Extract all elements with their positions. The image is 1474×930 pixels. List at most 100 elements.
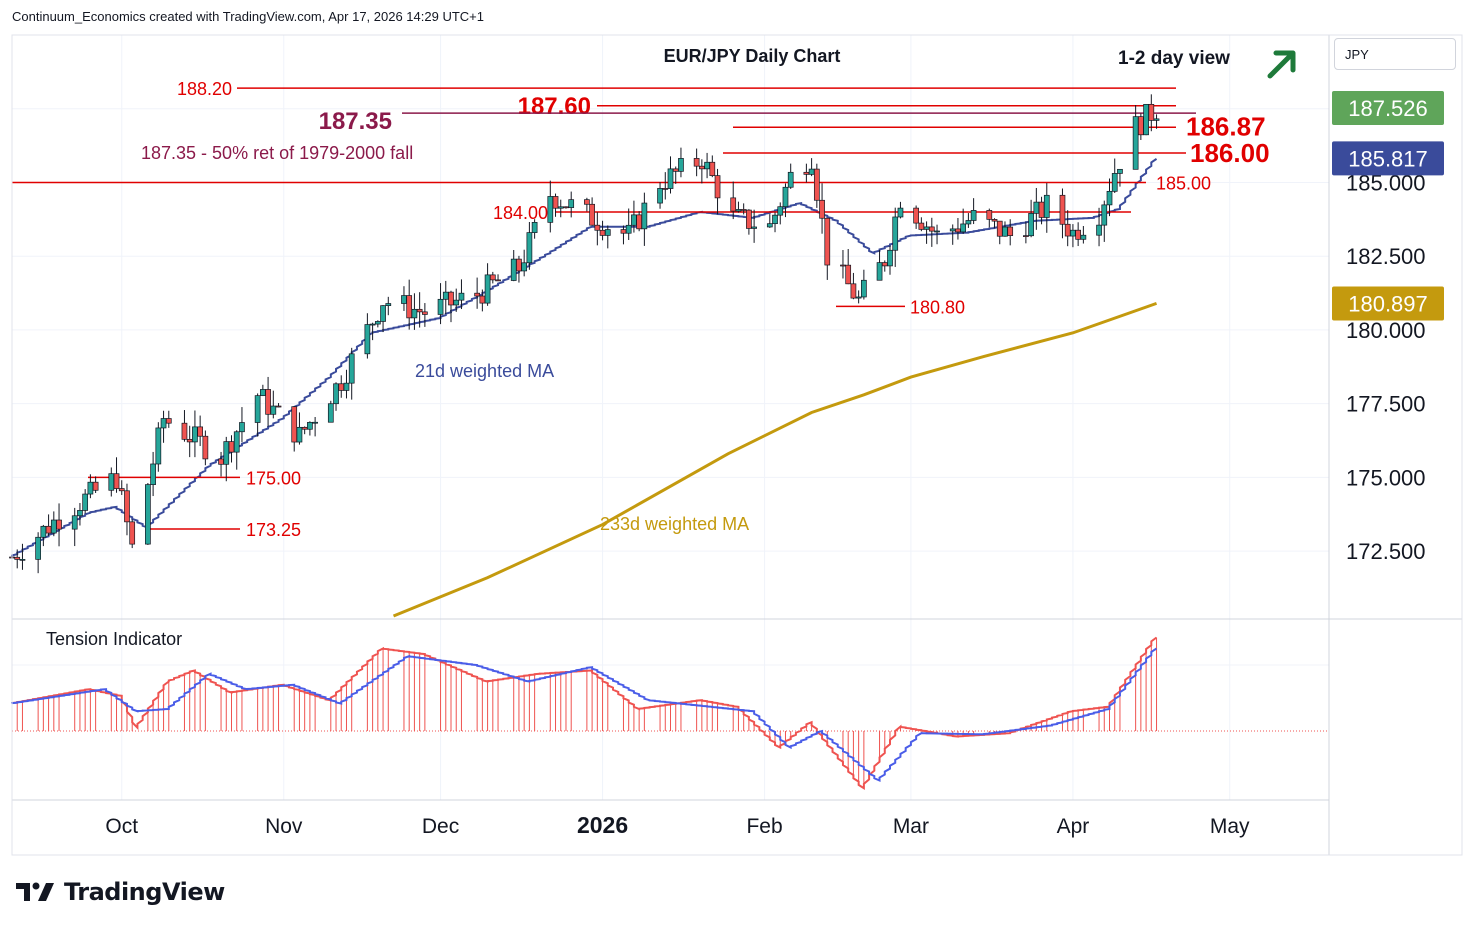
x-tick-label: Feb	[746, 815, 782, 838]
candle-down	[824, 217, 831, 266]
view-note: 1-2 day view	[1118, 48, 1230, 69]
candle-down	[746, 209, 752, 229]
candle-down	[714, 175, 721, 199]
annotations: Tension Indicator EUR/JPY Daily Chart 1-2 …	[46, 46, 1296, 649]
currency-selector[interactable]: JPY	[1334, 38, 1456, 70]
candle-up	[547, 196, 554, 223]
candle-up	[1143, 103, 1149, 136]
candle-up	[442, 291, 449, 300]
candle-up	[1132, 116, 1139, 170]
candle-down	[1138, 116, 1144, 136]
candle-up	[233, 431, 240, 453]
candle-up	[949, 228, 956, 232]
level-label-186-00: 186.00	[1190, 138, 1270, 168]
candle-down	[662, 188, 669, 190]
candle-up	[307, 422, 313, 430]
candle-down	[406, 295, 413, 319]
price-badge-label: 187.526	[1348, 96, 1428, 121]
candle-up	[1002, 226, 1008, 237]
candle-down	[594, 224, 601, 231]
candle-down	[850, 283, 857, 299]
tradingview-logo-icon	[14, 880, 58, 904]
candle-down	[14, 556, 21, 560]
candle-up	[657, 188, 663, 204]
candle-down	[672, 168, 679, 172]
candle-down	[118, 488, 125, 492]
candle-up	[625, 224, 632, 234]
candle-up	[631, 214, 637, 226]
candle-up	[557, 206, 564, 209]
y-tick-label: 180.000	[1346, 318, 1426, 343]
candle-down	[881, 262, 888, 267]
candle-down	[165, 418, 172, 424]
candle-up	[887, 249, 893, 267]
candle-up	[484, 274, 491, 304]
candle-down	[228, 441, 235, 453]
candle-up	[787, 171, 794, 188]
candle-up	[772, 214, 778, 225]
candle-down	[422, 311, 428, 315]
candle-down	[599, 229, 606, 236]
candle-down	[589, 203, 595, 226]
candle-up	[855, 296, 862, 299]
candle-down	[840, 264, 846, 267]
x-tick-label: Apr	[1057, 815, 1090, 838]
candle-up	[453, 299, 460, 306]
y-tick-label: 175.000	[1346, 465, 1426, 490]
price-badge	[1332, 286, 1444, 321]
candle-down	[918, 222, 925, 230]
level-label-175-00: 175.00	[246, 468, 301, 488]
candle-down	[709, 161, 716, 176]
candle-up	[458, 292, 465, 301]
candle-up	[667, 168, 674, 189]
level-label-187-35: 187.35	[319, 108, 392, 135]
candle-up	[521, 262, 528, 272]
candle-up	[704, 161, 710, 170]
candles	[9, 94, 1160, 574]
candle-up	[1080, 234, 1087, 240]
candle-down	[620, 229, 627, 234]
candle-up	[343, 382, 350, 391]
candle-up	[145, 484, 151, 545]
candle-up	[897, 207, 904, 218]
candle-up	[374, 321, 381, 325]
candle-up	[364, 324, 371, 355]
retracement-note: 187.35 - 50% ret of 1979-2000 fall	[141, 143, 413, 163]
x-tick-label: Oct	[105, 815, 138, 838]
candle-up	[1101, 204, 1108, 226]
candle-down	[197, 426, 203, 437]
tradingview-wordmark: TradingView	[64, 878, 225, 906]
candle-down	[489, 274, 496, 281]
candle-down	[636, 214, 642, 230]
candle-up	[150, 463, 156, 485]
candle-down	[819, 199, 825, 219]
level-label-184-00: 184.00	[493, 203, 548, 223]
candle-up	[604, 229, 611, 236]
candle-down	[448, 291, 454, 306]
currency-label: JPY	[1345, 47, 1369, 62]
level-label-180-80: 180.80	[910, 297, 965, 317]
x-tick-label: 2026	[577, 812, 628, 838]
arrow-head	[1273, 50, 1296, 73]
candle-up	[239, 422, 245, 433]
candle-up	[861, 279, 867, 298]
candle-up	[751, 226, 757, 229]
candle-up	[923, 226, 930, 230]
candle-down	[803, 171, 810, 175]
price-badge-label: 180.897	[1348, 291, 1428, 316]
ma-233-line	[392, 301, 1158, 618]
candle-up	[766, 223, 773, 228]
candle-down	[202, 435, 209, 460]
candle-down	[928, 226, 935, 232]
candle-down	[218, 458, 224, 465]
candle-up	[254, 395, 261, 423]
candle-down	[129, 521, 136, 545]
level-label-187-60: 187.60	[518, 93, 591, 120]
x-tick-label: Nov	[265, 815, 303, 838]
candle-up	[385, 303, 392, 306]
candle-down	[275, 405, 282, 408]
candle-down	[265, 389, 271, 415]
candle-up	[1043, 194, 1050, 218]
